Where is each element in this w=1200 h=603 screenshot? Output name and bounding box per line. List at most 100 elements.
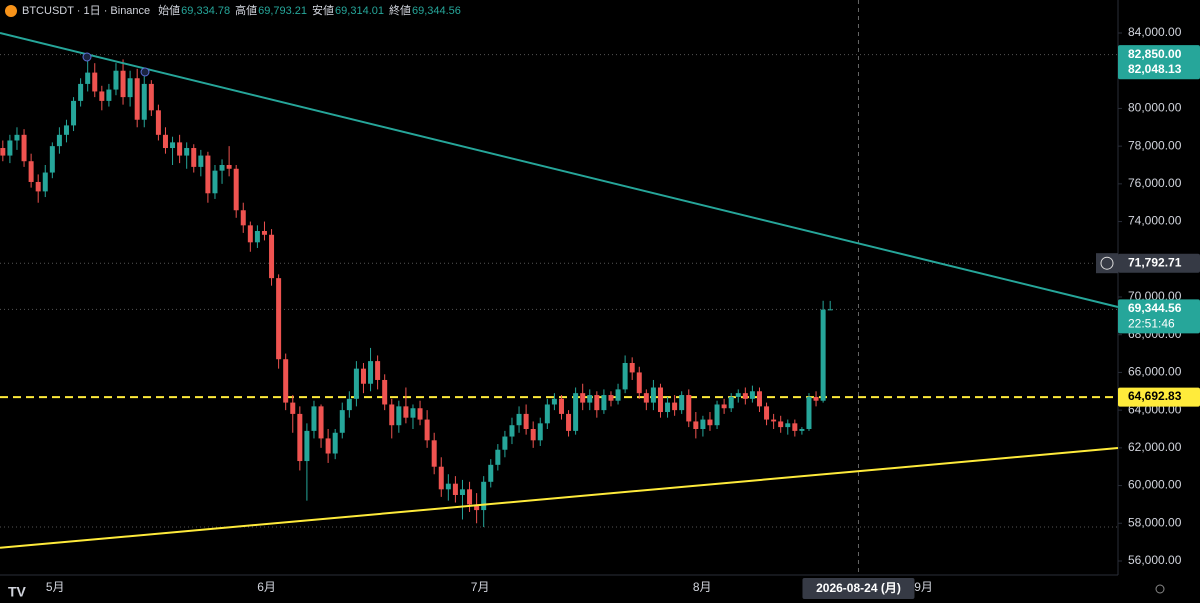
ohlc-label: 終値 [389, 3, 411, 17]
anchor-dot [140, 67, 150, 77]
candle-body [240, 210, 246, 226]
candle-body [679, 395, 685, 411]
candle-body [184, 148, 190, 156]
candle-body [7, 140, 13, 156]
candle-body [346, 398, 352, 411]
symbol: BTCUSDT · 1日 · Binance [22, 5, 150, 17]
candle-body [78, 83, 84, 101]
candle-body [28, 161, 34, 182]
candle-body [0, 148, 6, 156]
candle-body [162, 134, 168, 149]
candle-body [700, 419, 706, 429]
anchor-dot [82, 52, 92, 62]
price-tag [1118, 45, 1200, 65]
price-tag [1118, 253, 1200, 273]
y-tick-label: 60,000.00 [1128, 478, 1182, 492]
candle-body [269, 234, 275, 279]
candle-body [170, 142, 176, 149]
candle-body [233, 168, 239, 211]
candle-body [212, 170, 218, 194]
candle-body [92, 72, 98, 92]
candle-body [339, 410, 345, 433]
settings-icon[interactable] [1155, 584, 1165, 594]
ohlc-value: 69,793.21 [258, 5, 307, 17]
x-tick-label: 5月 [46, 580, 65, 594]
price-tag-label: 82,850.00 [1128, 47, 1182, 61]
candle-body [35, 181, 41, 192]
candle-body [749, 391, 755, 399]
candle-body [792, 423, 798, 431]
candle-body [523, 413, 529, 429]
candle-body [714, 404, 720, 426]
candle-body [438, 466, 444, 490]
candle-body [410, 408, 416, 418]
candle-body [21, 134, 27, 162]
candle-body [368, 361, 374, 384]
candle-body [544, 404, 550, 424]
candle-body [657, 387, 663, 413]
candle-body [459, 489, 465, 495]
candle-body [304, 430, 310, 462]
candle-body [431, 440, 437, 467]
candle-body [389, 404, 395, 426]
candle-body [608, 395, 614, 401]
candle-body [424, 419, 430, 441]
candle-body [481, 481, 487, 511]
candle-body [502, 436, 508, 450]
price-tag-label: 64,692.83 [1128, 389, 1182, 403]
candle-body [820, 309, 826, 401]
candle-body [806, 396, 812, 429]
candle-body [629, 362, 635, 373]
price-tag [1118, 60, 1200, 80]
y-tick-label: 84,000.00 [1128, 25, 1182, 39]
cursor-label-bg [802, 578, 915, 599]
candle-body [580, 393, 586, 403]
candle-body [71, 100, 77, 126]
candle-body [707, 419, 713, 426]
candle-body [226, 164, 232, 169]
trend-line [0, 32, 1119, 308]
candle-body [99, 91, 105, 101]
candle-body [134, 78, 140, 120]
coin-icon [5, 5, 17, 17]
candle-body [290, 402, 296, 414]
candle-body [813, 396, 819, 401]
candle-body [650, 387, 656, 403]
y-tick-label: 76,000.00 [1128, 176, 1182, 190]
candle-body [127, 78, 133, 98]
price-tag-time: 22:51:46 [1128, 317, 1175, 331]
trend-line [0, 447, 1119, 549]
logo: TV [8, 584, 27, 600]
price-tag [1118, 299, 1200, 334]
candle-body [615, 389, 621, 401]
candle-body [247, 225, 253, 243]
candle-body [764, 406, 770, 420]
candle-body [643, 393, 649, 403]
candle-body [113, 70, 119, 90]
candle-body [445, 483, 451, 490]
candle-body [382, 379, 388, 405]
candle-body [198, 155, 204, 167]
candle-body [742, 393, 748, 399]
y-tick-label: 74,000.00 [1128, 214, 1182, 228]
overlay: BTCUSDT · 1日 · Binance 始値 69,334.78 高値 69,79… [22, 3, 1200, 599]
candle-body [622, 362, 628, 390]
ohlc-label: 高値 [235, 3, 257, 17]
candle-body [42, 172, 48, 192]
candle-body [276, 278, 282, 360]
y-tick-label: 58,000.00 [1128, 515, 1182, 529]
candle-body [672, 402, 678, 411]
candle-body [778, 421, 784, 428]
candle-body [756, 391, 762, 407]
ohlc-value: 69,344.56 [412, 5, 461, 17]
candle-body [827, 309, 833, 311]
x-tick-label: 9月 [914, 580, 933, 594]
candle-body [474, 504, 480, 511]
candle-body [219, 164, 225, 171]
x-tick-label: 8月 [693, 580, 712, 594]
candle-body [325, 438, 331, 454]
ohlc-label: 始値 [158, 3, 180, 17]
add-icon [1100, 256, 1114, 270]
candle-body [728, 396, 734, 409]
